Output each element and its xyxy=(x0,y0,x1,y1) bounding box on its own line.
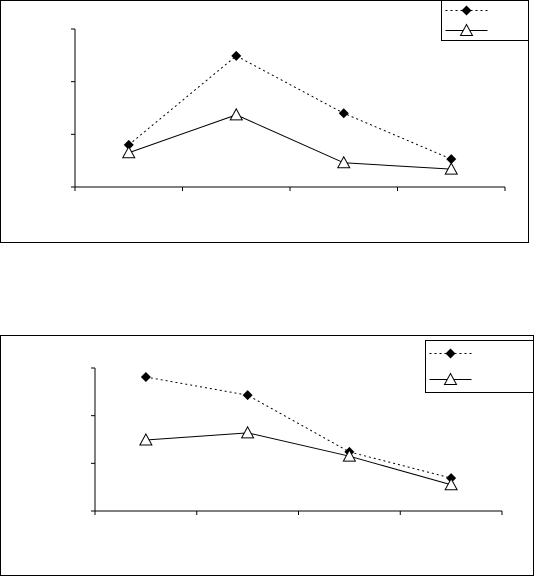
marker xyxy=(231,50,242,61)
marker xyxy=(459,23,474,36)
series-line xyxy=(145,432,452,486)
marker xyxy=(240,425,255,439)
marker xyxy=(338,108,349,119)
marker xyxy=(443,372,458,385)
marker xyxy=(446,154,457,165)
marker xyxy=(242,390,253,401)
marker xyxy=(229,107,244,121)
marker xyxy=(461,5,472,16)
marker xyxy=(444,162,459,175)
legend xyxy=(425,340,534,393)
marker xyxy=(336,155,351,169)
legend xyxy=(441,0,529,41)
marker xyxy=(342,449,357,462)
marker xyxy=(445,348,456,359)
marker xyxy=(139,432,153,446)
series-line xyxy=(145,376,452,479)
marker xyxy=(444,477,458,491)
chart-frame xyxy=(0,335,534,576)
chart-frame xyxy=(0,0,529,243)
series-line xyxy=(128,55,452,160)
series-line xyxy=(128,114,452,170)
marker xyxy=(121,145,136,159)
marker xyxy=(140,372,151,383)
marker xyxy=(123,139,134,150)
